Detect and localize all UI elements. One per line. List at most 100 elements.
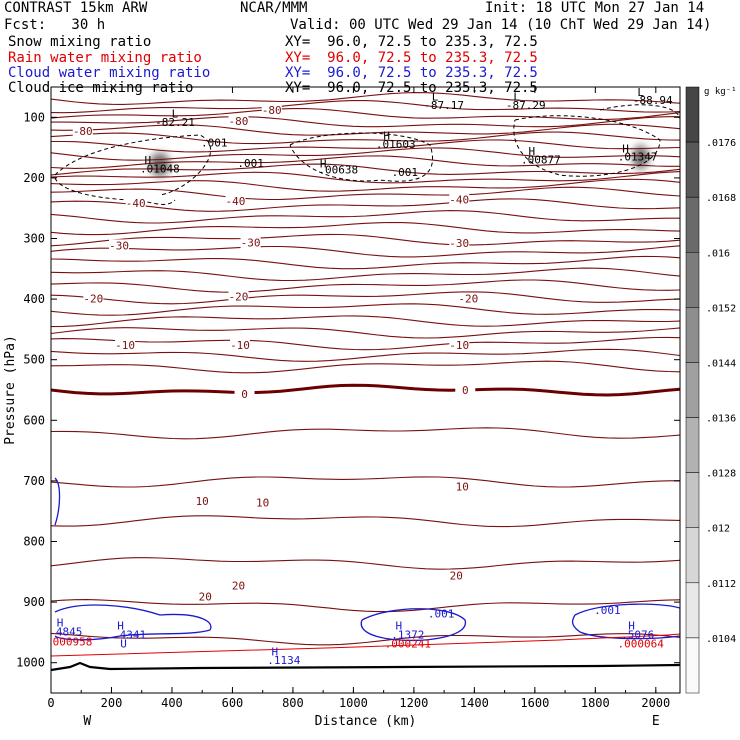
field-xy-rain: XY= 96.0, 72.5 to 235.3, 72.5 — [285, 50, 538, 66]
extremum-marker: H — [395, 619, 402, 632]
ice-contour — [513, 115, 661, 177]
isotherm-line — [51, 291, 680, 305]
isotherm-label: -40 — [449, 193, 469, 206]
isotherm-label-bg — [225, 195, 246, 208]
isotherm-line — [51, 178, 680, 192]
ice-contour-label: .001 — [392, 166, 419, 179]
colorbar-cell — [685, 417, 700, 473]
cloud-water-contour — [571, 603, 680, 640]
isotherm-label: -20 — [83, 293, 103, 306]
isotherm-label: -20 — [458, 293, 478, 306]
isotherm-label: -40 — [126, 197, 146, 210]
extremum-value: .01048 — [140, 162, 180, 175]
isotherm-label: -30 — [241, 236, 261, 249]
isotherm-line — [51, 315, 680, 328]
colorbar-label: .0136 — [706, 414, 736, 425]
extremum-marker: H — [144, 154, 151, 167]
field-xy-snow: XY= 96.0, 72.5 to 235.3, 72.5 — [285, 34, 538, 50]
y-tick-label: 1000 — [16, 656, 45, 670]
extremum-marker: L — [513, 90, 520, 103]
extremum-value: -87.17 — [424, 99, 464, 112]
extremum-value: .000241 — [385, 638, 431, 651]
colorbar-cell — [685, 307, 700, 363]
isotherm-line — [51, 336, 680, 351]
isotherm-label: 10 — [256, 496, 269, 509]
field-label-snow: Snow mixing ratio — [8, 34, 152, 50]
isotherm-label: 10 — [456, 481, 469, 494]
plot-frame — [50, 86, 681, 694]
extremum-marker: H — [57, 616, 64, 629]
extremum-value: .000064 — [618, 638, 665, 651]
isotherm-label-bg — [72, 124, 93, 137]
isotherm-line — [51, 116, 680, 128]
colorbar-cell — [685, 86, 700, 143]
isotherm-label: 0 — [241, 388, 248, 401]
colorbar-cell — [685, 252, 700, 308]
isotherm-label: -40 — [226, 195, 246, 208]
model-name: CONTRAST 15km ARW — [4, 0, 148, 16]
isotherm-line — [51, 210, 680, 224]
isotherm-line — [51, 515, 680, 528]
isotherm-label-bg — [115, 338, 136, 351]
isotherm-label: -80 — [229, 115, 249, 128]
isotherm-label: 20 — [199, 590, 212, 603]
isotherm-label-bg — [252, 496, 273, 509]
isotherm-label-bg — [228, 115, 249, 128]
y-axis-title: Pressure (hPa) — [3, 335, 18, 445]
colorbar-label: .0112 — [706, 579, 736, 590]
isotherm-line — [51, 100, 680, 114]
colorbar-label: .0128 — [706, 469, 736, 480]
extremum-value: -87.29 — [506, 99, 546, 112]
isotherm-line — [51, 348, 680, 362]
extremum-value: .1134 — [267, 654, 300, 667]
extremum-marker: H — [529, 145, 536, 158]
isotherm-line — [51, 245, 680, 258]
x-endpoint-west: W — [83, 714, 91, 729]
extremum-value: 4845 — [56, 625, 83, 638]
colorbar-label: .0176 — [706, 138, 736, 149]
extremum-value: .5076 — [621, 628, 654, 641]
isotherm-line — [51, 131, 680, 145]
colorbar-label: .0152 — [706, 303, 736, 314]
y-tick-label: 900 — [23, 595, 45, 609]
isotherm-label: -30 — [109, 239, 129, 252]
x-tick-label: 2000 — [641, 696, 670, 710]
isotherm-label: 20 — [232, 579, 245, 592]
extremum-value: .000958 — [46, 636, 92, 649]
extremum-marker: H — [320, 158, 327, 171]
plot-area: -80 -80 -80 -40 -40 -40 -30 -30 -30 -20 -20 -20 -10 -… — [46, 87, 680, 672]
isotherm-label: 20 — [450, 570, 463, 583]
extremum-value: .4341 — [113, 628, 146, 641]
isotherm-line — [51, 427, 680, 440]
ice-shading-blob — [632, 145, 649, 170]
isotherm-line — [51, 198, 680, 212]
cloud-water-contour — [360, 608, 466, 642]
isotherm-label-bg — [125, 196, 146, 209]
isotherm-label-bg — [240, 236, 261, 249]
extremum-value: .01603 — [376, 138, 416, 151]
isotherm-label: -80 — [73, 125, 93, 138]
x-tick-label: 1200 — [399, 696, 428, 710]
x-tick-label: 600 — [222, 696, 244, 710]
isotherm-line — [51, 303, 680, 316]
field-xy-cloud-ice: XY= 96.0, 72.5 to 235.3, 72.5 — [285, 80, 538, 96]
cloud-water-contour-label: .001 — [428, 607, 455, 620]
isotherm-line — [51, 108, 680, 120]
colorbar-label: .0144 — [706, 358, 736, 369]
org-name: NCAR/MMM — [240, 0, 308, 16]
extremum-value: -88.94 — [633, 94, 673, 107]
extremum-marker: H — [383, 130, 390, 143]
x-tick-label: 1400 — [460, 696, 489, 710]
extremum-value: .1372 — [391, 628, 424, 641]
isotherm-label: -10 — [230, 339, 250, 352]
isotherm-label-bg — [455, 384, 476, 397]
isotherm-line — [51, 476, 680, 488]
field-label-cloud-water: Cloud water mixing ratio — [8, 65, 211, 81]
isotherm-label: -10 — [449, 339, 469, 352]
isotherm-line — [51, 92, 680, 105]
rain-contour — [51, 633, 680, 657]
isotherm-label-bg — [446, 569, 467, 582]
extremum-marker: L — [432, 90, 439, 103]
isotherm-line — [51, 221, 680, 236]
